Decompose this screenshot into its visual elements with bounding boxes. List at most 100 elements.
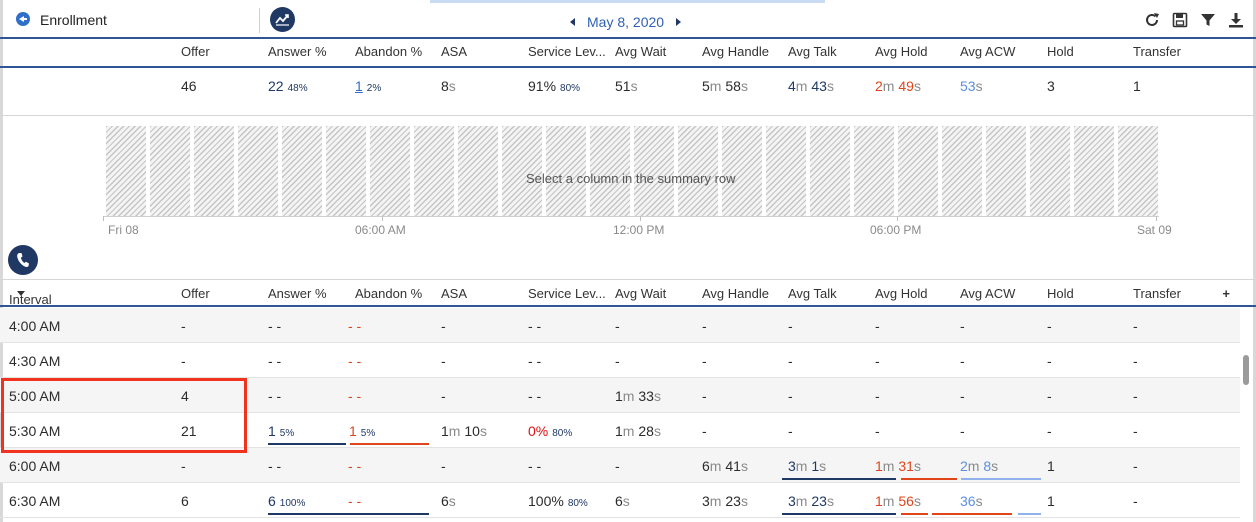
summary-service-level[interactable]: 91% 80% [528, 78, 581, 94]
x-tick [640, 216, 641, 221]
row-offer: 4 [181, 388, 189, 404]
x-tick [103, 216, 104, 221]
row-acw[interactable]: 2m 8s [960, 458, 999, 474]
x-label: Fri 08 [108, 223, 139, 237]
row-answer[interactable]: 6 100% [268, 493, 306, 509]
x-label: 06:00 AM [355, 223, 406, 237]
back-arrow-icon[interactable] [16, 12, 30, 26]
summary-asa[interactable]: 8s [441, 78, 456, 94]
grid-col-avg-handle[interactable]: Avg Handle [702, 286, 769, 301]
row-hold-count: - [1047, 353, 1052, 369]
summary-transfer[interactable]: 1 [1133, 78, 1141, 94]
summary-answer[interactable]: 22 48% [268, 78, 308, 94]
next-date-icon[interactable] [676, 18, 682, 26]
row-service: 100% 80% [528, 493, 588, 509]
col-asa[interactable]: ASA [441, 44, 468, 59]
col-transfer[interactable]: Transfer [1133, 44, 1181, 59]
row-abandon[interactable]: 1 5% [349, 423, 376, 439]
summary-hold[interactable]: 3 [1047, 78, 1055, 94]
abandon-underline [350, 443, 429, 445]
grid-col-avg-talk[interactable]: Avg Talk [788, 286, 837, 301]
grid-col-hold[interactable]: Hold [1047, 286, 1074, 301]
summary-abandon[interactable]: 1 2% [355, 78, 382, 94]
row-service: - - [528, 458, 542, 474]
talk-underline [782, 513, 896, 515]
current-date[interactable]: May 8, 2020 [587, 14, 665, 30]
grid-col-transfer[interactable]: Transfer [1133, 286, 1181, 301]
col-interval[interactable]: Interval [9, 291, 52, 307]
row-talk: - [788, 388, 793, 404]
grid-col-answer[interactable]: Answer % [268, 286, 327, 301]
row-handle: - [702, 388, 707, 404]
grid-header: Interval Offer Answer % Abandon % ASA Se… [0, 279, 1256, 307]
header-bar: Enrollment May 8, 2020 [0, 0, 1256, 39]
col-avg-handle[interactable]: Avg Handle [702, 44, 769, 59]
chart-placeholder-bar [370, 126, 410, 216]
table-row[interactable]: 5:00 AM 4 - - - - - - - 1m 33s - - - - -… [0, 378, 1240, 413]
x-label: Sat 09 [1137, 223, 1172, 237]
summary-avg-hold[interactable]: 2m 49s [875, 78, 921, 94]
table-row[interactable]: 6:00 AM - - - - - - - - - 6m 41s 3m 1s 1… [0, 448, 1240, 483]
table-row[interactable]: 5:30 AM 21 1 5% 1 5% 1m 10s 0% 80% 1m 28s -… [0, 413, 1240, 448]
grid-col-avg-wait[interactable]: Avg Wait [615, 286, 667, 301]
row-hold-count: 1 [1047, 458, 1055, 474]
col-abandon[interactable]: Abandon % [355, 44, 423, 59]
filter-icon[interactable] [1200, 12, 1216, 28]
row-interval: 5:00 AM [9, 388, 61, 404]
row-hold[interactable]: 1m 31s [875, 458, 921, 474]
col-offer[interactable]: Offer [181, 44, 210, 59]
row-interval: 4:00 AM [9, 318, 61, 334]
grid-col-service-level[interactable]: Service Lev... [528, 286, 606, 301]
download-icon[interactable] [1228, 12, 1244, 28]
chart-placeholder-bar [502, 126, 542, 216]
summary-avg-talk[interactable]: 4m 43s [788, 78, 834, 94]
summary-avg-acw[interactable]: 53s [960, 78, 983, 94]
grid-col-offer[interactable]: Offer [181, 286, 210, 301]
table-row[interactable]: 4:00 AM - - - - - - - - - - - - - - - [0, 308, 1240, 343]
row-hold: - [875, 423, 880, 439]
row-talk: - [788, 423, 793, 439]
table-row[interactable]: 6:30 AM 6 6 100% - - 6s 100% 80% 6s 3m 23s… [0, 483, 1240, 518]
summary-avg-wait[interactable]: 51s [615, 78, 638, 94]
grid-col-asa[interactable]: ASA [441, 286, 468, 301]
chart-placeholder-bar [898, 126, 938, 216]
row-transfer: - [1133, 423, 1138, 439]
col-answer[interactable]: Answer % [268, 44, 327, 59]
trend-chart-icon[interactable] [270, 7, 295, 32]
row-hold[interactable]: 1m 56s [875, 493, 921, 509]
col-avg-talk[interactable]: Avg Talk [788, 44, 837, 59]
sort-desc-icon[interactable] [17, 291, 25, 296]
row-answer[interactable]: 1 5% [268, 423, 295, 439]
previous-date-icon[interactable] [570, 18, 575, 26]
row-handle: - [702, 318, 707, 334]
grid-col-avg-hold[interactable]: Avg Hold [875, 286, 928, 301]
summary-avg-handle[interactable]: 5m 58s [702, 78, 748, 94]
col-hold[interactable]: Hold [1047, 44, 1074, 59]
vertical-scrollbar[interactable] [1243, 355, 1249, 385]
acw-underline [1018, 513, 1041, 515]
row-acw[interactable]: 36s [960, 493, 983, 509]
table-row[interactable]: 4:30 AM - - - - - - - - - - - - - - - [0, 343, 1240, 378]
summary-offer[interactable]: 46 [181, 78, 197, 94]
chart-placeholder-bar [986, 126, 1026, 216]
row-talk[interactable]: 3m 23s [788, 493, 834, 509]
row-abandon: - - [348, 458, 362, 474]
refresh-icon[interactable] [1144, 12, 1160, 28]
chart-placeholder-bar [1074, 126, 1114, 216]
col-avg-hold[interactable]: Avg Hold [875, 44, 928, 59]
row-asa: - [441, 318, 446, 334]
interval-chart [103, 126, 1159, 216]
add-column-icon[interactable]: + [1222, 286, 1230, 301]
phone-icon[interactable] [8, 245, 38, 275]
row-talk[interactable]: 3m 1s [788, 458, 827, 474]
grid-col-abandon[interactable]: Abandon % [355, 286, 423, 301]
summary-column-headers: Offer Answer % Abandon % ASA Service Lev… [0, 44, 1256, 66]
col-avg-wait[interactable]: Avg Wait [615, 44, 667, 59]
col-avg-acw[interactable]: Avg ACW [960, 44, 1016, 59]
chart-placeholder-bar [238, 126, 278, 216]
grid-col-avg-acw[interactable]: Avg ACW [960, 286, 1016, 301]
chart-placeholder-bar [1030, 126, 1070, 216]
col-service-level[interactable]: Service Lev... [528, 44, 606, 59]
save-icon[interactable] [1172, 12, 1188, 28]
row-talk: - [788, 353, 793, 369]
